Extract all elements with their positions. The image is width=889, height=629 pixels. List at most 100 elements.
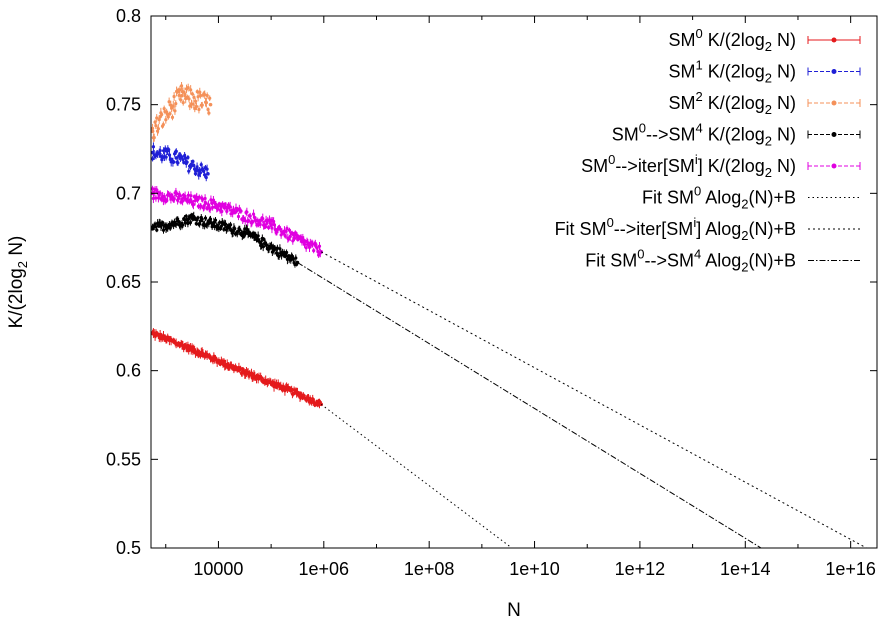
y-tick-label: 0.55 <box>106 449 141 469</box>
series-5 <box>320 403 513 548</box>
data-point <box>189 194 193 198</box>
data-point <box>160 112 164 117</box>
data-point <box>176 161 180 165</box>
legend-label: SM0-->iter[SMi] K/(2log2 N) <box>581 152 796 180</box>
y-axis-label: K/(2log2 N) <box>6 236 30 329</box>
data-point <box>225 209 229 213</box>
data-point <box>197 107 201 112</box>
data-point <box>168 112 172 116</box>
data-point <box>208 207 212 211</box>
data-point <box>163 335 167 339</box>
legend-label: Fit SM0 Alog2(N)+B <box>642 184 796 212</box>
data-point <box>163 147 167 151</box>
data-point <box>283 234 287 238</box>
legend-label: Fit SM0-->iter[SMi] Alog2(N)+B <box>555 215 796 243</box>
data-point <box>277 254 281 258</box>
data-point <box>189 88 193 92</box>
y-axis: 0.5 0.55 0.6 0.65 0.7 0.75 0.8 <box>106 6 877 558</box>
legend-label: SM2 K/(2log2 N) <box>668 89 796 117</box>
data-point <box>200 103 204 107</box>
data-point <box>190 92 194 96</box>
x-tick-label: 1e+06 <box>299 559 350 579</box>
data-point <box>233 227 237 231</box>
data-point <box>205 167 209 171</box>
data-point <box>258 222 262 227</box>
fit-line <box>320 403 513 548</box>
data-point <box>251 220 255 224</box>
data-point <box>154 124 158 128</box>
data-point <box>203 216 208 220</box>
data-point <box>178 88 182 92</box>
data-point <box>236 214 241 219</box>
data-point <box>228 223 233 227</box>
data-point <box>200 217 204 221</box>
data-point <box>161 228 166 232</box>
data-point <box>249 371 254 375</box>
data-point <box>151 187 155 191</box>
y-tick-label: 0.6 <box>116 361 141 381</box>
data-point <box>192 163 196 167</box>
data-point <box>161 221 165 225</box>
data-point <box>154 196 158 200</box>
legend-label: SM0 K/(2log2 N) <box>668 26 796 54</box>
data-point <box>287 228 292 232</box>
data-point <box>155 116 159 120</box>
data-point <box>284 250 289 255</box>
data-point <box>204 201 208 205</box>
series-2 <box>151 82 213 143</box>
data-point <box>183 221 187 225</box>
data-point <box>295 233 299 237</box>
data-point <box>151 150 155 155</box>
data-point <box>180 199 185 203</box>
data-point <box>176 197 181 201</box>
data-point <box>185 160 189 164</box>
data-point <box>188 221 193 225</box>
series-3 <box>151 211 300 268</box>
data-point <box>186 193 191 197</box>
data-point <box>172 160 176 164</box>
data-point <box>312 249 316 253</box>
data-point <box>213 218 218 222</box>
data-point <box>295 262 299 267</box>
series-1 <box>151 142 210 182</box>
data-point <box>155 228 159 232</box>
data-point <box>263 225 267 229</box>
x-tick-label: 1e+10 <box>509 559 560 579</box>
legend-label: SM0-->SM4 K/(2log2 N) <box>612 121 796 149</box>
data-point <box>162 194 166 198</box>
data-point <box>178 193 182 198</box>
series-6 <box>320 251 867 548</box>
data-point <box>199 204 203 208</box>
data-point <box>242 234 246 239</box>
legend-entry-6: Fit SM0-->iter[SMi] Alog2(N)+B <box>555 215 860 243</box>
data-point <box>218 220 222 225</box>
data-point <box>302 242 307 246</box>
data-point <box>317 253 321 257</box>
data-point <box>256 234 260 238</box>
data-point <box>228 205 232 209</box>
series-0 <box>151 328 323 409</box>
data-point <box>174 149 178 153</box>
data-point <box>164 155 168 159</box>
data-point <box>194 221 198 226</box>
data-point <box>186 155 190 160</box>
y-tick-label: 0.65 <box>106 272 141 292</box>
data-point <box>170 115 175 119</box>
data-point <box>238 366 243 371</box>
data-point <box>158 149 162 153</box>
data-point <box>186 85 190 90</box>
data-point <box>179 98 183 102</box>
data-point <box>152 136 156 140</box>
data-point <box>291 239 295 243</box>
data-point <box>192 95 196 99</box>
data-point <box>175 192 179 196</box>
data-point <box>166 115 170 119</box>
x-tick-label: 10000 <box>193 559 243 579</box>
data-point <box>208 96 212 100</box>
data-point <box>151 196 156 201</box>
data-point <box>259 242 264 247</box>
data-point <box>318 400 322 404</box>
data-point <box>167 100 171 104</box>
data-point <box>196 216 200 220</box>
